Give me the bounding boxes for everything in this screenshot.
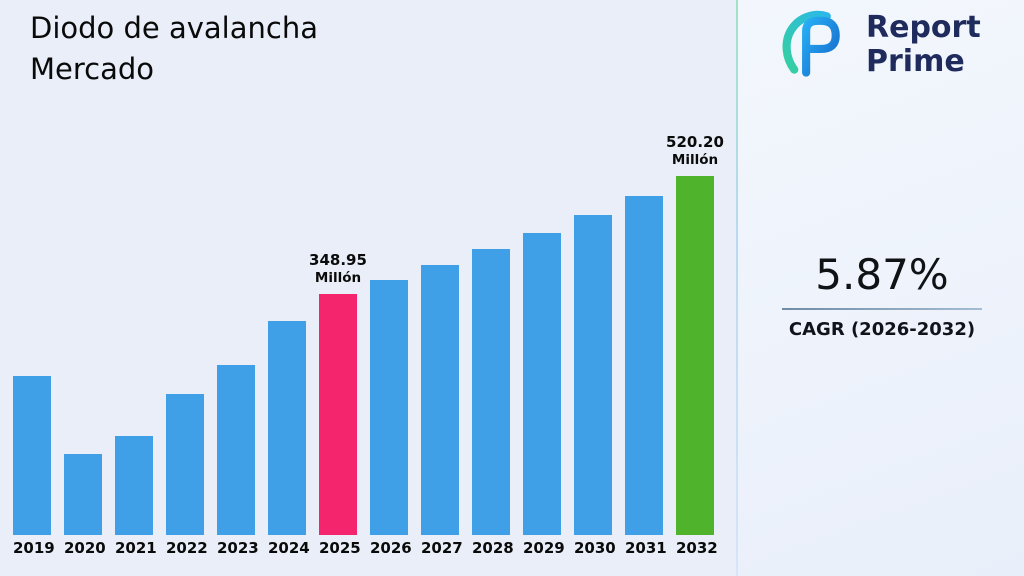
bar-value-unit-2025: Millón (314, 270, 362, 286)
bar-column-2026 (370, 280, 408, 535)
bar-column-2029 (523, 233, 561, 535)
bar-2028 (472, 249, 510, 535)
bar-2025 (319, 294, 357, 535)
year-label-2027: 2027 (421, 539, 463, 557)
year-label-2028: 2028 (472, 539, 514, 557)
cagr-value: 5.87% (815, 250, 949, 299)
bar-2030 (574, 215, 612, 535)
year-label-2026: 2026 (370, 539, 412, 557)
bar-column-2028 (472, 249, 510, 535)
bar-value-label-2032: 520.20 Millón (640, 133, 750, 168)
page-title: Diodo de avalancha Mercado (30, 8, 318, 89)
year-label-2024: 2024 (268, 539, 310, 557)
bar-column-2021 (115, 436, 153, 535)
bar-column-2023 (217, 365, 255, 535)
bar-column-2024 (268, 321, 306, 535)
year-label-2032: 2032 (676, 539, 718, 557)
bar-2032 (676, 176, 714, 535)
bar-column-2030 (574, 215, 612, 535)
report-prime-logo-text: Report Prime (866, 11, 981, 78)
bar-column-2027 (421, 265, 459, 535)
bar-value-unit-2032: Millón (671, 152, 719, 168)
year-label-2021: 2021 (115, 539, 157, 557)
page-title-line2: Mercado (30, 51, 155, 86)
bar-chart: 348.95 Millón 520.20 Millón (13, 133, 724, 535)
year-label-2023: 2023 (217, 539, 259, 557)
report-prime-logo: Report Prime (778, 6, 981, 84)
bar-2023 (217, 365, 255, 535)
bar-2026 (370, 280, 408, 535)
year-axis: 2019 2020 2021 2022 2023 2024 2025 2026 2027 2028… (13, 539, 718, 557)
year-label-2031: 2031 (625, 539, 667, 557)
bar-column-2022 (166, 394, 204, 535)
right-panel-background (738, 0, 1024, 576)
year-label-2022: 2022 (166, 539, 208, 557)
bar-2021 (115, 436, 153, 535)
vertical-divider (736, 0, 738, 576)
bar-value-label-2025: 348.95 Millón (283, 251, 393, 286)
bar-2019 (13, 376, 51, 535)
bar-column-2019 (13, 376, 51, 535)
bar-2029 (523, 233, 561, 535)
year-label-2025: 2025 (319, 539, 361, 557)
logo-text-line1: Report (866, 10, 981, 46)
report-prime-logo-icon (778, 6, 852, 84)
bar-column-2031 (625, 196, 663, 535)
bar-column-2025: 348.95 Millón (309, 251, 367, 535)
bar-2024 (268, 321, 306, 535)
bar-column-2032: 520.20 Millón (666, 133, 724, 535)
bar-column-2020 (64, 454, 102, 535)
bar-2027 (421, 265, 459, 535)
cagr-underline (782, 308, 982, 310)
cagr-block: 5.87% CAGR (2026-2032) (760, 250, 1004, 340)
bar-value-number-2032: 520.20 (666, 133, 724, 151)
page-title-line1: Diodo de avalancha (30, 11, 318, 45)
year-label-2019: 2019 (13, 539, 55, 557)
bar-2031 (625, 196, 663, 535)
bar-value-number-2025: 348.95 (309, 251, 367, 269)
year-label-2020: 2020 (64, 539, 106, 557)
logo-text-line2: Prime (866, 44, 965, 79)
year-label-2029: 2029 (523, 539, 565, 557)
bar-2022 (166, 394, 204, 535)
bar-2020 (64, 454, 102, 535)
year-label-2030: 2030 (574, 539, 616, 557)
cagr-label: CAGR (2026-2032) (788, 319, 976, 340)
